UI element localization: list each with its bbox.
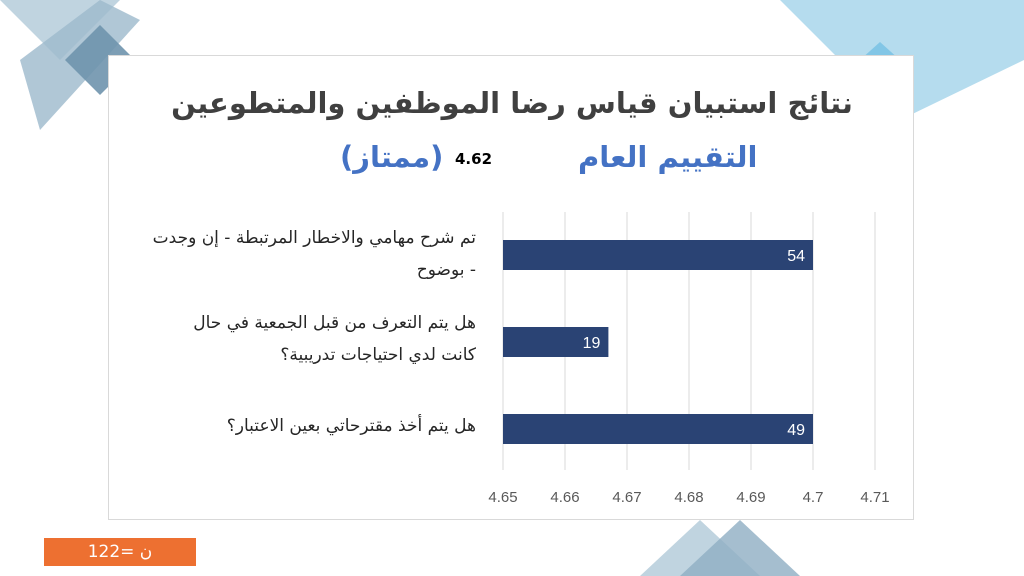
overall-rating-text: (ممتاز) bbox=[340, 140, 444, 174]
x-tick-label: 4.65 bbox=[488, 489, 517, 506]
question-label-1: تم شرح مهامي والاخطار المرتبطة - إن وجدت… bbox=[116, 222, 476, 286]
bar-data-label: 49 bbox=[787, 422, 805, 439]
x-tick-label: 4.68 bbox=[674, 489, 703, 506]
sample-size-badge: ن =122 bbox=[44, 538, 196, 566]
overall-rating-row: التقييم العام 4.62 (ممتاز) bbox=[0, 140, 1024, 180]
overall-rating-label: التقييم العام bbox=[578, 140, 758, 174]
x-tick-label: 4.69 bbox=[736, 489, 765, 506]
x-tick-label: 4.71 bbox=[860, 489, 889, 506]
overall-rating-value: 4.62 bbox=[455, 150, 493, 168]
bar bbox=[503, 240, 813, 270]
question-label-1-line-2: - بوضوح bbox=[416, 260, 476, 280]
bar-data-label: 54 bbox=[787, 248, 805, 265]
deco-diamond-bottom-2 bbox=[680, 520, 800, 576]
question-label-2: هل يتم التعرف من قبل الجمعية في حال كانت… bbox=[116, 307, 476, 371]
question-label-2-line-1: هل يتم التعرف من قبل الجمعية في حال bbox=[193, 313, 476, 333]
x-tick-label: 4.67 bbox=[612, 489, 641, 506]
question-label-1-line-1: تم شرح مهامي والاخطار المرتبطة - إن وجدت bbox=[152, 228, 476, 248]
x-tick-label: 4.7 bbox=[803, 489, 824, 506]
bar bbox=[503, 414, 813, 444]
bar-data-label: 19 bbox=[583, 335, 601, 352]
question-label-3: هل يتم أخذ مقترحاتي بعين الاعتبار؟ bbox=[116, 410, 476, 442]
question-label-2-line-2: كانت لدي احتياجات تدريبية؟ bbox=[280, 345, 476, 365]
question-label-3-line-1: هل يتم أخذ مقترحاتي بعين الاعتبار؟ bbox=[226, 416, 476, 436]
page-title: نتائج استبيان قياس رضا الموظفين والمتطوع… bbox=[171, 86, 853, 120]
x-tick-label: 4.66 bbox=[550, 489, 579, 506]
bar bbox=[503, 327, 609, 357]
